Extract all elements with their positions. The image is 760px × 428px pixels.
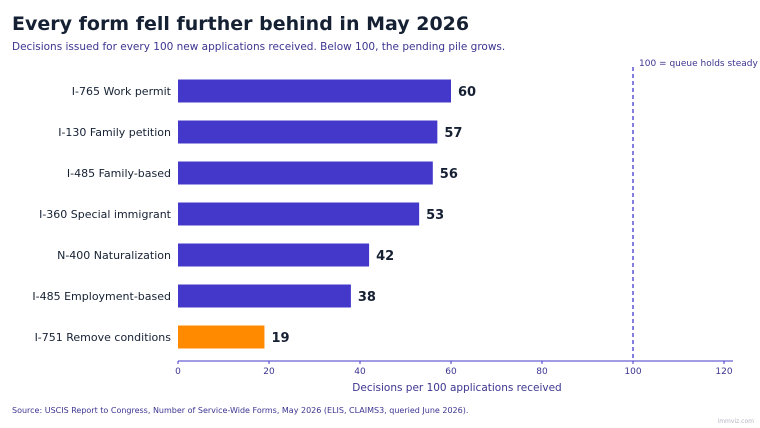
reference-line-label: 100 = queue holds steady xyxy=(639,59,758,69)
category-label: I-360 Special immigrant xyxy=(39,208,172,221)
value-label: 57 xyxy=(444,126,462,141)
bar xyxy=(178,325,265,349)
bar xyxy=(178,243,370,267)
x-tick-label: 20 xyxy=(263,367,275,377)
value-label: 19 xyxy=(271,331,289,346)
x-tick-label: 60 xyxy=(445,367,457,377)
value-label: 42 xyxy=(376,249,394,264)
x-tick-label: 120 xyxy=(715,367,732,377)
value-label: 53 xyxy=(426,208,444,223)
value-label: 38 xyxy=(358,290,376,305)
value-label: 56 xyxy=(440,167,458,182)
category-labels-group: I-765 Work permit I-130 Family petition I-… xyxy=(32,85,171,344)
source-note: Source: USCIS Report to Congress, Number… xyxy=(12,406,469,415)
category-label: I-485 Family-based xyxy=(67,167,171,180)
bar xyxy=(178,120,438,144)
bar-chart: I-765 Work permit I-130 Family petition I-… xyxy=(32,59,758,394)
x-tick-label: 40 xyxy=(354,367,366,377)
chart-subtitle: Decisions issued for every 100 new appli… xyxy=(12,41,506,53)
value-label: 60 xyxy=(458,85,476,100)
bars-group xyxy=(178,79,451,349)
category-label: I-130 Family petition xyxy=(58,126,171,139)
chart-title: Every form fell further behind in May 20… xyxy=(12,13,470,35)
category-label: I-485 Employment-based xyxy=(32,290,171,303)
brand-watermark: immviz.com xyxy=(717,418,754,425)
bar xyxy=(178,202,420,226)
x-tick-label: 80 xyxy=(536,367,548,377)
category-label: N-400 Naturalization xyxy=(57,249,171,262)
bar xyxy=(178,79,451,103)
category-label: I-751 Remove conditions xyxy=(35,331,172,344)
bar xyxy=(178,284,351,308)
x-tick-label: 100 xyxy=(624,367,641,377)
x-ticks-group: 0 20 40 60 80 100 120 xyxy=(175,361,733,377)
x-tick-label: 0 xyxy=(175,367,181,377)
reference-line-group: 100 = queue holds steady xyxy=(632,59,758,361)
value-labels-group: 60 57 56 53 42 38 19 xyxy=(271,85,476,346)
bar xyxy=(178,161,433,185)
x-axis-title: Decisions per 100 applications received xyxy=(352,382,561,394)
category-label: I-765 Work permit xyxy=(72,85,172,98)
